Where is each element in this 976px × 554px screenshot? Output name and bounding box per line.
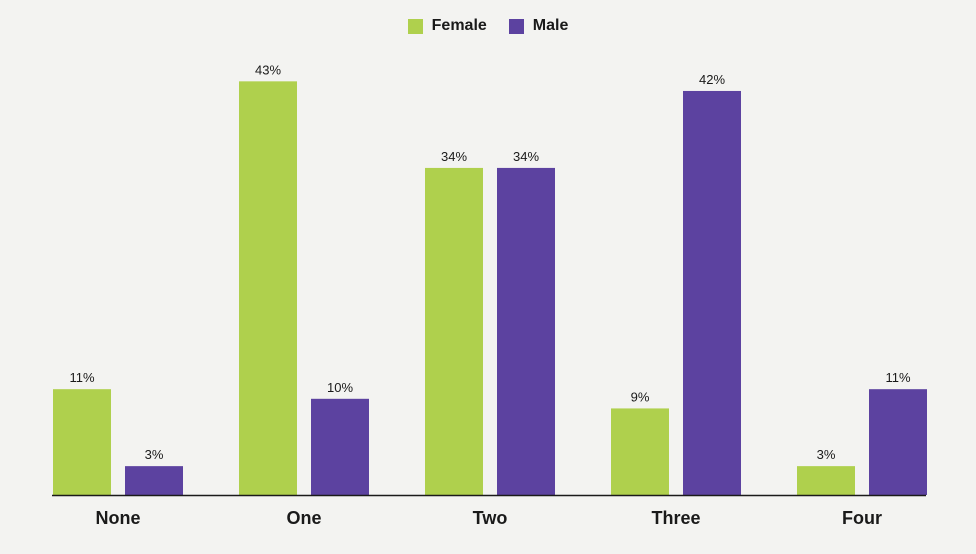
x-tick-label-one: One <box>286 508 321 528</box>
legend-item-female: Female <box>407 17 487 35</box>
legend-swatch-female <box>407 18 423 34</box>
legend-label-female: Female <box>431 17 487 34</box>
legend-item-male: Male <box>508 17 569 35</box>
bar-female-none <box>53 389 111 495</box>
bar-male-none <box>125 466 183 495</box>
bar-female-one <box>239 81 297 495</box>
x-tick-label-two: Two <box>473 508 508 528</box>
data-label-female-none: 11% <box>69 370 94 385</box>
data-label-male-four: 11% <box>885 370 910 385</box>
data-label-female-three: 9% <box>631 389 650 404</box>
legend-label-male: Male <box>532 17 569 34</box>
x-tick-label-none: None <box>96 508 141 528</box>
legend-swatch-male <box>508 18 524 34</box>
data-label-female-four: 3% <box>817 447 836 462</box>
bar-female-four <box>797 466 855 495</box>
bar-female-two <box>425 167 483 496</box>
bar-male-four <box>869 389 927 495</box>
data-label-male-two: 34% <box>513 149 539 164</box>
bar-male-one <box>311 398 369 495</box>
x-tick-label-three: Three <box>651 508 700 528</box>
x-tick-label-four: Four <box>842 508 882 528</box>
bar-female-three <box>611 408 669 495</box>
bar-male-two <box>497 167 555 496</box>
data-label-female-one: 43% <box>255 62 281 77</box>
data-label-female-two: 34% <box>441 149 467 164</box>
data-label-male-none: 3% <box>145 447 164 462</box>
bar-male-three <box>683 90 741 496</box>
legend: Female Male <box>0 17 976 35</box>
data-label-male-three: 42% <box>699 72 725 87</box>
data-label-male-one: 10% <box>327 380 353 395</box>
